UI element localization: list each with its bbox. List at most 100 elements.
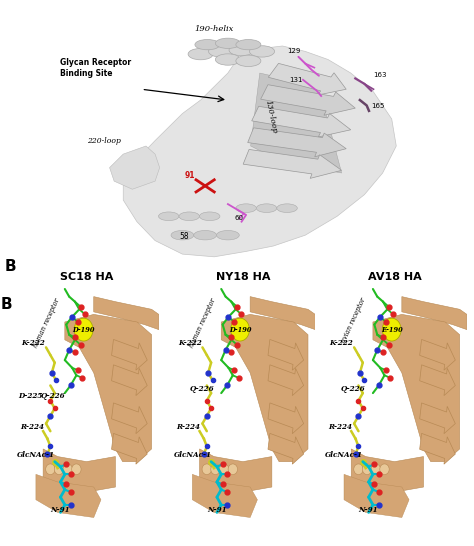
Polygon shape <box>65 314 152 461</box>
Text: Q-226: Q-226 <box>341 384 366 393</box>
Ellipse shape <box>236 55 261 67</box>
Text: K-222: K-222 <box>21 339 45 347</box>
Ellipse shape <box>236 204 256 212</box>
Ellipse shape <box>209 46 234 57</box>
Text: B: B <box>0 298 12 312</box>
Ellipse shape <box>194 230 217 240</box>
Text: B: B <box>5 259 17 274</box>
Text: Q-226: Q-226 <box>40 392 65 400</box>
Text: GlcNAc-1: GlcNAc-1 <box>17 450 55 459</box>
Ellipse shape <box>72 464 81 474</box>
Title: AV18 HA: AV18 HA <box>368 272 421 282</box>
Polygon shape <box>221 314 308 461</box>
Text: 129: 129 <box>287 48 301 54</box>
Polygon shape <box>200 449 272 492</box>
Ellipse shape <box>215 54 240 65</box>
Ellipse shape <box>249 46 274 57</box>
Polygon shape <box>111 434 147 464</box>
Polygon shape <box>268 365 304 396</box>
Ellipse shape <box>202 464 211 474</box>
Text: human receptor: human receptor <box>188 296 218 349</box>
Ellipse shape <box>228 464 237 474</box>
Ellipse shape <box>219 464 229 474</box>
Text: GlcNAc-1: GlcNAc-1 <box>325 450 363 459</box>
Polygon shape <box>94 296 159 330</box>
Text: 220-loop: 220-loop <box>87 137 121 145</box>
Polygon shape <box>419 365 456 396</box>
Ellipse shape <box>158 212 179 221</box>
Polygon shape <box>111 403 147 434</box>
Text: Q-226: Q-226 <box>190 384 214 393</box>
Text: D-190: D-190 <box>229 325 251 334</box>
Ellipse shape <box>231 318 249 341</box>
Ellipse shape <box>383 318 401 341</box>
Text: human receptor: human receptor <box>32 296 62 349</box>
Title: SC18 HA: SC18 HA <box>60 272 113 282</box>
Text: Glycan Receptor
Binding Site: Glycan Receptor Binding Site <box>60 58 131 78</box>
Ellipse shape <box>229 44 254 56</box>
Ellipse shape <box>236 39 261 50</box>
Text: R-224: R-224 <box>176 423 201 431</box>
Text: 190-helix: 190-helix <box>194 25 234 33</box>
Ellipse shape <box>211 464 220 474</box>
Text: N-91: N-91 <box>358 507 378 514</box>
Ellipse shape <box>188 49 213 60</box>
Text: R-224: R-224 <box>20 423 44 431</box>
Polygon shape <box>109 146 160 189</box>
Text: GlcNAc-1: GlcNAc-1 <box>173 450 211 459</box>
Ellipse shape <box>200 212 220 221</box>
Ellipse shape <box>171 230 194 240</box>
Text: 130-loop: 130-loop <box>264 99 279 134</box>
Polygon shape <box>123 46 396 257</box>
Text: N-91: N-91 <box>50 507 70 514</box>
Ellipse shape <box>179 212 200 221</box>
Polygon shape <box>268 403 304 434</box>
Text: R-224: R-224 <box>328 423 352 431</box>
Text: K-222: K-222 <box>178 339 201 347</box>
Ellipse shape <box>46 464 55 474</box>
Polygon shape <box>268 340 304 370</box>
Polygon shape <box>419 403 456 434</box>
Text: 131: 131 <box>290 78 303 84</box>
Ellipse shape <box>74 318 93 341</box>
Ellipse shape <box>363 464 372 474</box>
Text: D-190: D-190 <box>73 325 95 334</box>
Text: N-91: N-91 <box>207 507 227 514</box>
Polygon shape <box>248 128 346 157</box>
Polygon shape <box>36 474 101 518</box>
Ellipse shape <box>371 464 381 474</box>
Polygon shape <box>373 314 460 461</box>
Text: 60: 60 <box>235 215 244 221</box>
Polygon shape <box>250 296 315 330</box>
Ellipse shape <box>195 39 220 50</box>
Ellipse shape <box>63 464 73 474</box>
Polygon shape <box>344 474 409 518</box>
Polygon shape <box>268 434 304 464</box>
Text: K-222: K-222 <box>329 339 353 347</box>
Text: avian receptor: avian receptor <box>340 296 367 345</box>
Polygon shape <box>419 434 456 464</box>
Polygon shape <box>402 296 467 330</box>
Text: 163: 163 <box>374 72 387 78</box>
Text: D-225: D-225 <box>18 392 43 400</box>
Polygon shape <box>192 474 257 518</box>
Ellipse shape <box>55 464 64 474</box>
Text: 91: 91 <box>185 171 195 180</box>
Ellipse shape <box>277 204 297 212</box>
Polygon shape <box>43 449 116 492</box>
Text: 58: 58 <box>180 232 190 241</box>
Polygon shape <box>268 63 346 95</box>
Polygon shape <box>252 106 351 137</box>
Polygon shape <box>351 449 424 492</box>
Polygon shape <box>261 85 356 115</box>
Ellipse shape <box>380 464 389 474</box>
Ellipse shape <box>217 230 239 240</box>
Polygon shape <box>243 150 342 179</box>
Title: NY18 HA: NY18 HA <box>216 272 270 282</box>
Ellipse shape <box>256 204 277 212</box>
Text: 165: 165 <box>371 103 384 109</box>
Text: E-190: E-190 <box>381 325 402 334</box>
Polygon shape <box>111 340 147 370</box>
Ellipse shape <box>354 464 363 474</box>
Ellipse shape <box>215 38 240 49</box>
